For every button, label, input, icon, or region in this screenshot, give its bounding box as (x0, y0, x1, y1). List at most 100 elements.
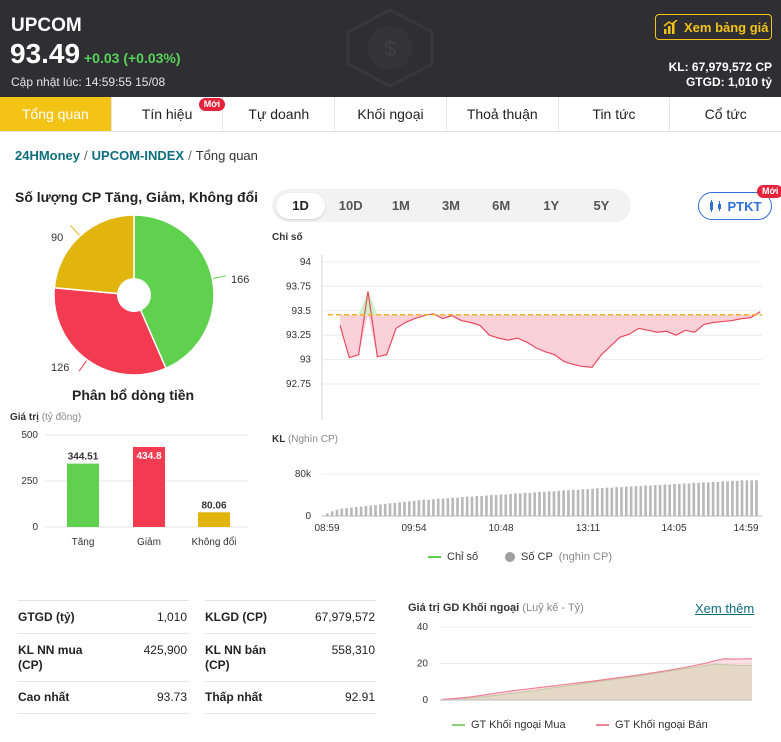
volume-bar (465, 496, 469, 516)
period-1d-button[interactable]: 1D (276, 192, 326, 219)
volume-bar (422, 499, 426, 516)
volume-bar (379, 504, 382, 516)
volume-bar (755, 480, 758, 516)
volume-bar (567, 490, 570, 516)
volume-bar (441, 498, 445, 516)
foreign-buy-line (441, 663, 753, 701)
breadcrumb-separator: / (84, 148, 88, 163)
volume-bar (586, 489, 590, 516)
volume-bar (359, 506, 363, 516)
stat-low-value: 92.91 (344, 690, 375, 704)
period-6m-button[interactable]: 6M (492, 198, 511, 213)
volume-bar (528, 492, 532, 516)
volume-bar (364, 506, 368, 516)
volume-bar (326, 513, 329, 516)
foreign-chart-title: Giá trị GD Khối ngoại (Luỹ kế - Tỷ) (408, 602, 584, 614)
volume-bar (470, 496, 474, 516)
money-flow-title: Phân bổ dòng tiền (72, 387, 195, 403)
tab-label: Khối ngoại (357, 106, 424, 122)
volume-bar (581, 489, 585, 516)
volume-bar (485, 495, 488, 516)
period-1m-button[interactable]: 1M (391, 198, 410, 213)
legend-buy-swatch (452, 724, 465, 726)
foreign-sell-line (441, 658, 753, 701)
volume-bar (369, 505, 373, 516)
tab-bar: Tổng quan Tín hiệu Mới Tự doanh Khối ngo… (0, 97, 781, 132)
period-10d-button[interactable]: 10D (338, 198, 363, 213)
pie-label-unchanged: 90 (51, 232, 64, 244)
flow-x-tick: Không đổi (191, 536, 236, 548)
volume-x-tick: 14:05 (661, 523, 686, 534)
breadcrumb: 24HMoney / UPCOM-INDEX / Tổng quan (15, 148, 258, 163)
total-volume: KL: 67,979,572 CP (668, 60, 772, 74)
foreign-y-tick: 0 (422, 695, 428, 706)
foreign-title-unit: (Luỹ kế - Tỷ) (522, 602, 584, 614)
stats-divider (205, 713, 376, 714)
volume-bar (735, 480, 739, 516)
volume-bar (702, 482, 705, 516)
period-1y-button[interactable]: 1Y (543, 198, 560, 213)
volume-bar (509, 493, 512, 516)
flow-y-tick: 500 (21, 430, 38, 441)
tab-overview[interactable]: Tổng quan (0, 97, 112, 131)
volume-bar (514, 493, 517, 516)
volume-bar (605, 487, 609, 516)
total-value: GTGD: 1,010 tỷ (685, 75, 772, 89)
volume-bar (571, 489, 575, 516)
index-y-tick: 93.5 (292, 306, 312, 317)
brand-watermark-icon: $ (346, 8, 434, 88)
stats-divider (18, 600, 189, 601)
see-more-link[interactable]: Xem thêm (695, 601, 755, 616)
volume-axis-unit: (Nghìn CP) (287, 434, 338, 445)
volume-bar (663, 484, 667, 516)
volume-bar (687, 483, 691, 516)
volume-bar (644, 485, 647, 516)
volume-bar (412, 500, 416, 516)
breadcrumb-current: Tổng quan (195, 148, 258, 163)
svg-text:$: $ (384, 36, 396, 61)
flow-bar-value-label: 80.06 (201, 500, 226, 511)
foreign-sell-legend[interactable]: GT Khối ngoại Bán (596, 719, 708, 731)
volume-y-tick: 80k (295, 469, 312, 480)
period-3m-button[interactable]: 3M (441, 198, 461, 213)
flow-y-tick: 250 (21, 476, 38, 487)
period-5y-button[interactable]: 5Y (593, 198, 610, 213)
flow-bar-value-label: 434.8 (136, 451, 161, 462)
volume-bar (692, 482, 696, 516)
tab-negotiated[interactable]: Thoả thuận (447, 97, 559, 131)
volume-bar (518, 493, 522, 516)
legend-dot-swatch (505, 552, 515, 562)
tab-label: Tổng quan (21, 106, 89, 122)
volume-bar (345, 508, 348, 516)
index-legend[interactable]: Chỉ số (428, 551, 478, 563)
volume-y-tick: 0 (305, 511, 311, 522)
stat-nn-sell-value: 558,310 (331, 643, 375, 657)
volume-bar (446, 498, 450, 516)
tab-foreign[interactable]: Khối ngoại (335, 97, 447, 131)
volume-bar (649, 485, 652, 516)
volume-axis-label: KL (Nghìn CP) (272, 434, 338, 445)
technical-analysis-button[interactable]: PTKT Mới (698, 185, 781, 220)
volume-bar (494, 495, 498, 516)
pie-label-up: 166 (231, 274, 250, 286)
tab-dividends[interactable]: Cổ tức (670, 97, 781, 131)
tab-signals[interactable]: Tín hiệu Mới (112, 97, 226, 131)
volume-bar (740, 480, 744, 516)
breadcrumb-index-link[interactable]: UPCOM-INDEX (91, 148, 185, 163)
volume-bar (731, 480, 734, 516)
volume-bar (673, 483, 676, 516)
volume-legend[interactable]: Số CP (nghìn CP) (505, 551, 612, 563)
breadcrumb-root-link[interactable]: 24HMoney (15, 148, 81, 163)
foreign-buy-legend[interactable]: GT Khối ngoại Mua (452, 719, 566, 731)
view-price-board-button[interactable]: Xem bảng giá (655, 14, 772, 40)
volume-bar (576, 489, 580, 516)
volume-bar (745, 480, 749, 516)
volume-bar (721, 481, 725, 516)
volume-bar (716, 481, 720, 516)
volume-bar (499, 494, 503, 516)
volume-bar (538, 491, 541, 516)
tab-news[interactable]: Tin tức (559, 97, 671, 131)
volume-bar (417, 500, 421, 516)
tab-proprietary[interactable]: Tự doanh (223, 97, 336, 131)
volume-bar (726, 481, 729, 516)
